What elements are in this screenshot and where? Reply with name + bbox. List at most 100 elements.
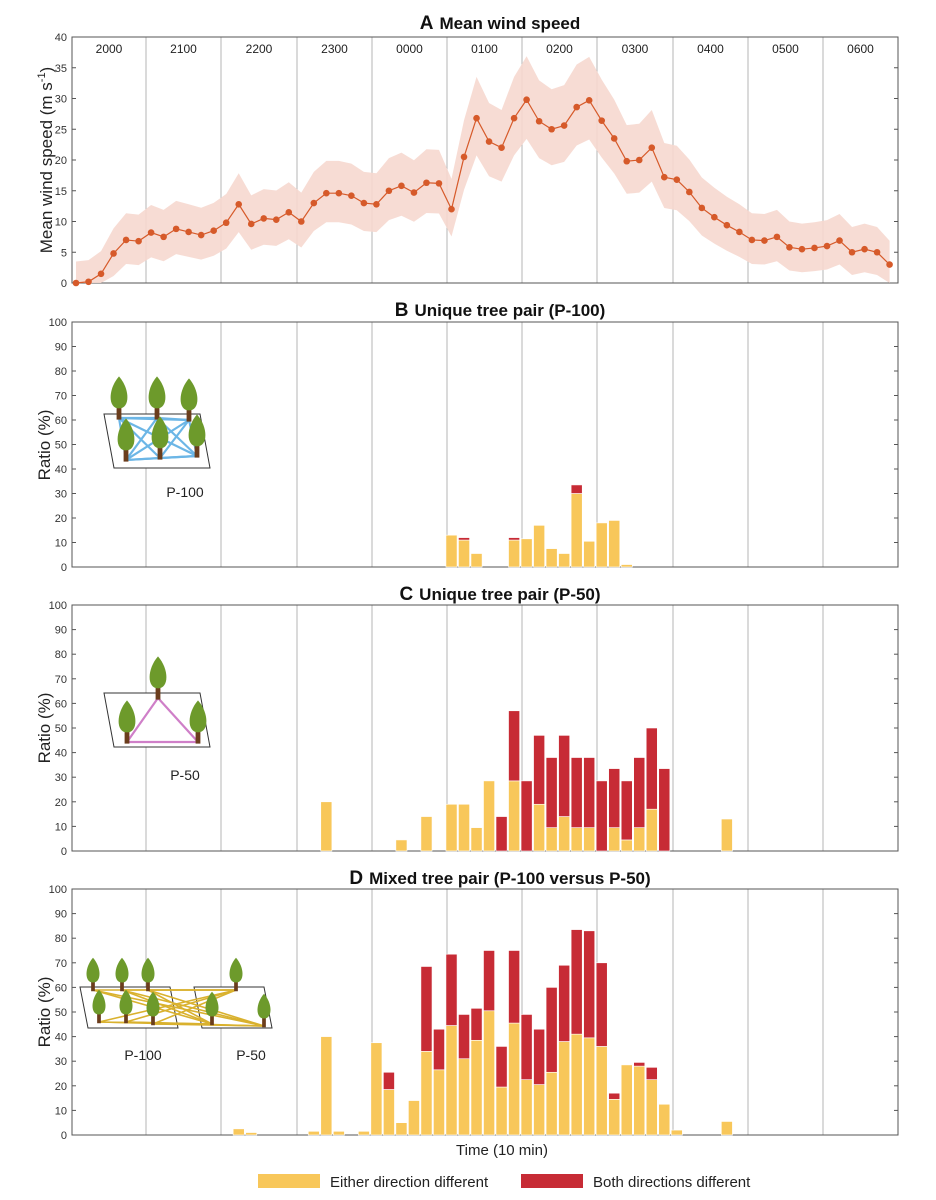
panel-d-bar-both-28 [420, 966, 433, 1052]
inset-p50-tree-2-trunk [195, 729, 201, 744]
panel-a-point-42 [598, 117, 605, 124]
panel-a-point-22 [348, 192, 355, 199]
panel-a-point-58 [798, 245, 806, 253]
panel-a-point-43 [610, 135, 618, 142]
panel-d-bar-either-35 [508, 1022, 520, 1136]
inset-p100-tree-3-trunk [123, 447, 129, 462]
panel-a-point-33 [485, 138, 493, 145]
legend-swatch-both [521, 1174, 583, 1188]
panel-c-bar-either-44 [620, 839, 633, 852]
panel-c-ytick-label-4: 40 [55, 748, 67, 760]
panel-a-point-28 [423, 179, 430, 187]
inset-mixed-p50-tree-2 [257, 993, 271, 1028]
panel-a-point-48 [673, 176, 681, 183]
panel-c: C Unique tree pair (P-50) 0 10 20 30 40 50 60 70… [35, 584, 899, 858]
panel-c-bar-both-41 [583, 757, 596, 828]
panel-d-ytick-label-9: 90 [55, 909, 67, 921]
inset-p50-tree-0-trunk [155, 685, 161, 700]
panel-d-bar-both-43 [608, 1092, 621, 1100]
panel-d-bar-both-38 [545, 987, 558, 1073]
inset-mixed-p100-tree-5-foliage [146, 991, 160, 1017]
panel-c-ytick-label-8: 80 [55, 649, 67, 661]
panel-d-bar-both-29 [433, 1028, 445, 1071]
panel-a-ytick-label-1: 5 [61, 247, 67, 259]
inset-mixed-p50-label: P-50 [236, 1047, 266, 1063]
panel-a-point-27 [410, 189, 418, 196]
inset-p100-tree-0-foliage [110, 376, 128, 409]
panel-b-ytick-label-4: 40 [55, 464, 67, 476]
panel-a-ytick-label-8: 40 [55, 32, 67, 44]
panel-a-hour-label-7: 0300 [622, 42, 649, 56]
panel-d-bar-both-25 [383, 1071, 395, 1090]
panel-c-bar-both-36 [520, 780, 533, 852]
panel-c-ylabel: Ratio (%) [35, 693, 54, 764]
inset-mixed-edge-12 [125, 989, 237, 1023]
panel-d-ytick-label-10: 100 [49, 884, 67, 896]
panel-a-point-46 [648, 144, 656, 151]
panel-a-point-19 [310, 199, 318, 207]
inset-p50-tree-0 [149, 656, 167, 700]
panel-a-point-17 [285, 208, 293, 216]
panel-b-bar-either-41 [583, 540, 596, 568]
panel-c-bar-either-40 [570, 827, 583, 852]
panel-a-hour-label-9: 0500 [772, 42, 799, 56]
panel-b-bar-both-35 [508, 537, 520, 541]
panel-d-bar-either-40 [570, 1033, 583, 1136]
panel-c-bar-both-35 [508, 710, 520, 782]
panel-c-bar-both-42 [595, 780, 608, 852]
inset-mixed-p50-tree-0-foliage [229, 957, 243, 983]
panel-a-ytick-label-0: 0 [61, 278, 67, 290]
panel-d-bar-either-37 [533, 1084, 545, 1136]
inset-mixed-p100-tree-2-trunk [146, 980, 150, 992]
panel-c-title: C Unique tree pair (P-50) [399, 584, 600, 605]
panel-a-point-54 [748, 236, 756, 244]
panel-d-ytick-label-8: 80 [55, 933, 67, 945]
panel-d-bar-both-35 [508, 950, 520, 1024]
panel-d-bar-both-42 [595, 962, 608, 1047]
panel-c-bar-either-32 [470, 827, 483, 852]
panel-a-point-63 [861, 245, 868, 253]
panel-a-point-50 [698, 204, 706, 212]
panel-c-bar-both-34 [495, 816, 508, 852]
panel-d-bar-either-14 [245, 1132, 258, 1136]
inset-mixed-p100-tree-0-foliage [86, 957, 100, 983]
panel-c-ytick-label-10: 100 [49, 600, 67, 612]
panel-d-bar-either-36 [520, 1079, 533, 1136]
panel-d-ytick-label-3: 30 [55, 1056, 67, 1068]
panel-c-bar-either-45 [633, 827, 646, 852]
panel-b-title-text: Unique tree pair (P-100) [414, 301, 605, 320]
inset-p50-tree-1-trunk [124, 729, 130, 744]
panel-d-bar-either-48 [670, 1129, 683, 1136]
inset-mixed-p50-tree-2-foliage [257, 993, 271, 1019]
panel-a-ytick-label-5: 25 [55, 124, 67, 136]
panel-d-bar-either-20 [320, 1036, 333, 1136]
inset-p100-diagram: P-100 [103, 376, 211, 500]
panel-b-bar-either-31 [458, 539, 470, 568]
panel-a-point-29 [435, 180, 443, 187]
inset-p100-edge-6 [124, 416, 159, 462]
panel-c-ytick-label-0: 0 [61, 846, 67, 858]
panel-a-confidence-band [76, 56, 890, 283]
inset-mixed-p100-tree-1-trunk [120, 980, 124, 992]
panel-a-point-56 [773, 233, 781, 241]
inset-p100-tree-1-trunk [154, 405, 160, 420]
inset-p50-edge-1 [156, 696, 200, 744]
panel-a-hour-label-1: 2100 [170, 42, 197, 56]
panel-d-letter: D [349, 868, 363, 889]
panel-d: D Mixed tree pair (P-100 versus P-50) 0 10… [35, 868, 899, 1159]
panel-a-point-30 [448, 205, 455, 213]
inset-mixed-edge-15 [152, 989, 237, 1025]
panel-a-point-35 [510, 114, 518, 122]
inset-p100-tree-0 [110, 376, 128, 420]
panel-d-title: D Mixed tree pair (P-100 versus P-50) [349, 868, 650, 889]
panel-b-bar-either-38 [545, 548, 558, 568]
panel-d-bar-either-23 [358, 1131, 370, 1136]
panel-c-bar-either-41 [583, 827, 596, 852]
inset-p100-edge-14 [158, 454, 199, 460]
panel-c-bar-both-47 [658, 768, 671, 852]
panel-b-ytick-label-0: 0 [61, 562, 67, 574]
panel-d-bar-either-33 [483, 1010, 495, 1136]
inset-mixed-edge-4 [121, 989, 213, 1025]
panel-c-ytick-label-9: 90 [55, 625, 67, 637]
inset-p100-tree-4-trunk [157, 445, 163, 460]
